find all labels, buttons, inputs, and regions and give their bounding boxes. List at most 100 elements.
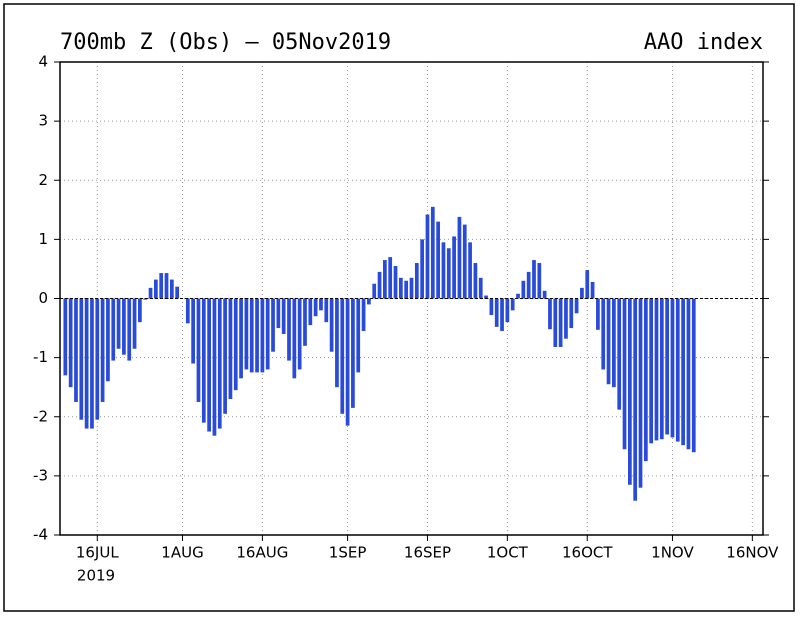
bar <box>260 298 265 373</box>
bar <box>164 273 169 299</box>
bar <box>425 214 430 299</box>
bar <box>654 298 659 441</box>
bar <box>169 279 174 299</box>
bar <box>377 271 382 299</box>
bar <box>111 298 116 361</box>
bar <box>196 298 201 402</box>
frame <box>3 3 795 612</box>
bar <box>659 298 664 440</box>
bar <box>361 298 366 332</box>
bar <box>569 298 574 329</box>
y-tick-label: -3 <box>33 466 48 484</box>
bar <box>367 298 371 305</box>
bar <box>185 298 190 324</box>
y-tick-label: 2 <box>38 171 48 189</box>
bar <box>521 280 526 299</box>
bar <box>436 221 440 299</box>
bar <box>201 298 206 423</box>
bar <box>239 298 243 379</box>
bar <box>580 287 584 299</box>
bar <box>217 298 222 429</box>
bar <box>265 298 270 370</box>
chart-title: 700mb Z (Obs) – 05Nov2019 <box>60 30 391 55</box>
bar <box>351 298 355 408</box>
bar <box>74 298 78 402</box>
x-tick-label: 16JUL <box>76 544 119 562</box>
bar <box>681 298 685 446</box>
bar <box>564 298 568 339</box>
bar <box>383 260 387 299</box>
bar <box>643 298 648 462</box>
bar <box>398 277 403 299</box>
bar <box>356 298 361 373</box>
bar <box>548 298 552 330</box>
bar <box>590 281 595 299</box>
bar <box>484 295 488 299</box>
bar <box>90 298 94 429</box>
bar <box>585 270 590 299</box>
bar <box>505 298 510 323</box>
year-label: 2019 <box>77 567 115 585</box>
bar <box>542 290 547 299</box>
bar <box>596 298 600 330</box>
y-tick-label: 1 <box>38 230 48 248</box>
bar <box>271 298 275 352</box>
bar <box>63 298 68 376</box>
y-tick-label: 3 <box>38 112 48 130</box>
bar <box>276 298 281 329</box>
bar <box>478 277 483 299</box>
bar <box>116 298 121 349</box>
bar <box>153 279 158 299</box>
bar <box>409 277 414 299</box>
bar <box>452 236 456 299</box>
bar <box>335 298 339 388</box>
bar <box>601 298 606 370</box>
bar <box>340 298 345 414</box>
bar <box>228 298 233 400</box>
bar <box>313 298 318 317</box>
bar <box>649 298 654 444</box>
bar <box>308 298 313 326</box>
x-tick-label: 16AUG <box>236 544 288 562</box>
bar <box>191 298 196 364</box>
bar <box>404 280 409 299</box>
bar <box>430 206 435 299</box>
bar <box>516 293 520 299</box>
x-tick-label: 16OCT <box>562 544 613 562</box>
bar <box>558 298 563 347</box>
bar <box>473 263 478 299</box>
bar <box>510 298 515 311</box>
bar <box>489 298 494 316</box>
index-label: AAO index <box>644 30 763 55</box>
bar <box>100 298 105 402</box>
bar <box>244 298 249 370</box>
bar <box>106 298 110 382</box>
bar <box>84 298 89 429</box>
bar <box>686 298 691 450</box>
bar <box>457 216 462 299</box>
bar <box>143 298 148 300</box>
bar <box>249 298 254 373</box>
bar <box>297 298 302 370</box>
bar <box>122 298 126 355</box>
y-tick-label: 4 <box>38 53 48 71</box>
bar <box>627 298 632 485</box>
bar <box>606 298 611 385</box>
bar <box>617 298 622 410</box>
y-tick-label: -1 <box>33 348 48 366</box>
bar <box>372 283 377 299</box>
bar <box>468 242 472 299</box>
bar <box>132 298 137 349</box>
bar <box>175 286 180 299</box>
bar <box>233 298 238 391</box>
bar <box>462 224 467 299</box>
x-tick-label: 1SEP <box>329 544 367 562</box>
bar <box>446 248 451 299</box>
bar <box>420 239 425 299</box>
bar <box>494 298 499 327</box>
bar <box>441 242 446 299</box>
bar <box>159 273 164 299</box>
bar <box>281 298 286 334</box>
bar <box>633 298 638 501</box>
